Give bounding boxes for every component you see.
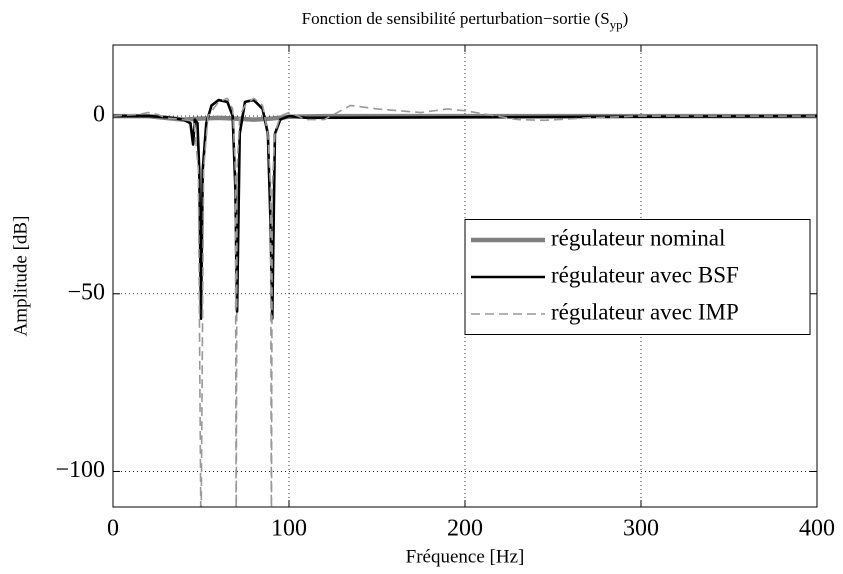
title-text: Fonction de sensibilité perturbation−sor… (302, 9, 610, 28)
x-tick-label: 100 (271, 516, 307, 542)
legend-label: régulateur nominal (551, 225, 725, 250)
x-tick-label: 400 (799, 516, 835, 542)
series-line (113, 97, 817, 507)
lines (113, 97, 817, 507)
legend: régulateur nominal régulateur avec BSF rég… (464, 219, 811, 335)
y-tick-label: −100 (55, 457, 105, 483)
legend-label: régulateur avec IMP (551, 299, 739, 324)
plot-frame (112, 44, 818, 508)
x-axis-label: Fréquence [Hz] (406, 546, 525, 567)
chart-title: Fonction de sensibilité perturbation−sor… (302, 9, 629, 32)
x-tick-label: 0 (107, 516, 119, 542)
y-tick-label: −50 (67, 279, 105, 305)
title-end: ) (623, 9, 629, 28)
x-tick-label: 300 (623, 516, 659, 542)
y-tick-label: 0 (93, 102, 105, 128)
legend-label: régulateur avec BSF (551, 262, 739, 287)
y-axis-label: Amplitude [dB] (10, 216, 31, 337)
x-tick-label: 200 (447, 516, 483, 542)
title-subscript: yp (610, 17, 623, 32)
